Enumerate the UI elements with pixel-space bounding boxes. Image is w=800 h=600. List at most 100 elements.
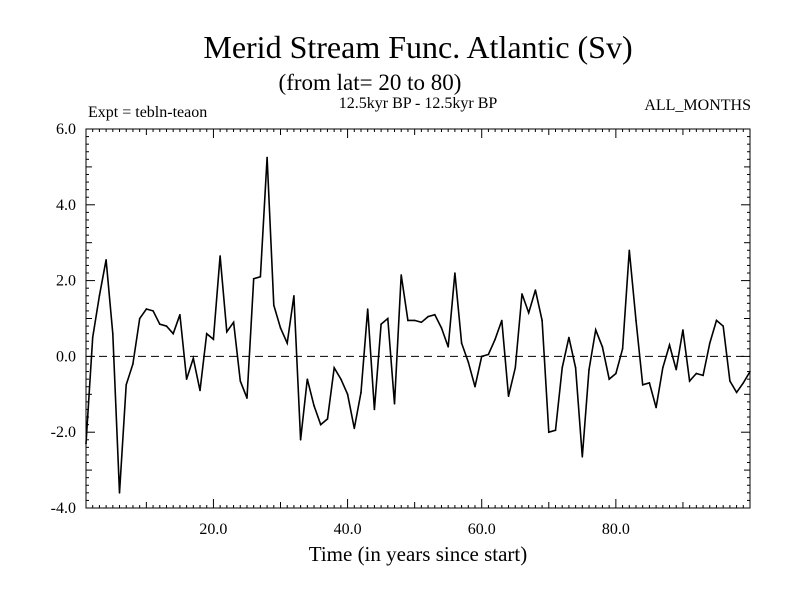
chart-title: Merid Stream Func. Atlantic (Sv) xyxy=(203,29,632,65)
data-point xyxy=(91,336,94,339)
data-point xyxy=(393,402,396,405)
x-tick-label: 40.0 xyxy=(334,521,362,538)
data-point xyxy=(514,366,517,369)
data-point xyxy=(507,395,510,397)
series-points xyxy=(85,156,751,494)
data-point xyxy=(138,317,141,320)
data-point xyxy=(487,353,490,356)
data-point xyxy=(366,308,369,310)
data-point xyxy=(708,342,711,344)
y-tick-label: 2.0 xyxy=(56,273,76,290)
data-point xyxy=(185,378,188,380)
y-axis: -4.0 -2.0 0.0 2.0 4.0 6.0 xyxy=(51,121,750,517)
data-point xyxy=(427,315,429,318)
data-point xyxy=(742,382,745,384)
plot-frame xyxy=(85,128,751,509)
data-point xyxy=(527,312,530,314)
y-tick-label: -4.0 xyxy=(51,500,76,517)
data-point xyxy=(118,492,121,494)
data-point xyxy=(735,391,738,394)
data-point xyxy=(400,274,403,276)
data-point xyxy=(729,380,731,382)
data-point xyxy=(346,393,349,396)
data-point xyxy=(380,323,382,325)
data-point xyxy=(266,156,268,159)
data-point xyxy=(112,332,114,335)
data-point xyxy=(541,319,543,322)
data-point xyxy=(132,363,134,365)
data-point xyxy=(232,321,235,324)
data-point xyxy=(85,442,87,445)
data-point xyxy=(373,408,376,411)
data-point xyxy=(494,338,496,341)
data-point xyxy=(722,325,724,327)
period-label: 12.5kyr BP - 12.5kyr BP xyxy=(339,95,498,112)
y-tick-label: 4.0 xyxy=(56,197,76,214)
data-point xyxy=(648,382,651,384)
data-point xyxy=(715,319,718,322)
data-point xyxy=(440,327,443,329)
data-point xyxy=(319,423,322,426)
data-point xyxy=(467,361,470,363)
data-point xyxy=(165,325,168,327)
x-axis-label: Time (in years since start) xyxy=(309,542,528,566)
data-point xyxy=(688,380,691,382)
x-tick-label: 20.0 xyxy=(199,521,227,538)
data-point xyxy=(641,384,644,386)
data-point xyxy=(668,344,671,346)
data-point xyxy=(226,330,228,333)
data-point xyxy=(313,404,315,407)
data-point xyxy=(601,346,604,348)
data-point xyxy=(480,355,483,358)
data-point xyxy=(306,378,309,380)
data-point xyxy=(474,385,476,388)
data-point xyxy=(179,313,181,316)
data-point xyxy=(252,277,255,280)
data-point xyxy=(192,357,195,360)
data-point xyxy=(145,308,148,310)
data-point xyxy=(199,389,201,392)
data-point xyxy=(259,276,262,278)
data-point xyxy=(239,380,242,382)
data-point xyxy=(655,406,657,409)
data-point xyxy=(635,319,637,322)
data-point xyxy=(568,336,570,339)
data-point xyxy=(621,348,624,350)
data-point xyxy=(420,321,423,324)
data-point xyxy=(413,319,416,322)
data-point xyxy=(460,342,463,344)
data-point xyxy=(554,429,557,432)
data-point xyxy=(588,368,590,371)
data-point xyxy=(212,338,215,341)
x-tick-label: 80.0 xyxy=(602,521,630,538)
data-point xyxy=(172,332,174,335)
data-point xyxy=(534,289,537,291)
data-point xyxy=(326,418,329,420)
data-point xyxy=(521,293,523,295)
data-point xyxy=(501,319,503,322)
months-label: ALL_MONTHS xyxy=(644,97,751,114)
data-point xyxy=(695,372,698,375)
data-point xyxy=(246,397,248,399)
data-point xyxy=(581,456,584,458)
data-point xyxy=(447,346,449,348)
data-point xyxy=(105,258,107,261)
data-point xyxy=(702,374,704,377)
x-tick-label: 60.0 xyxy=(468,521,496,538)
data-point xyxy=(561,366,564,369)
y-tick-label: -2.0 xyxy=(51,424,76,441)
data-point xyxy=(152,310,154,312)
y-tick-label: 6.0 xyxy=(56,121,76,138)
data-point xyxy=(407,319,409,322)
data-point xyxy=(433,313,436,316)
data-point xyxy=(682,329,684,331)
data-point xyxy=(353,427,356,430)
x-axis: 20.0 40.0 60.0 80.0 xyxy=(85,129,751,538)
data-point xyxy=(615,372,617,375)
data-point xyxy=(272,304,275,307)
data-point xyxy=(299,438,302,441)
data-point xyxy=(608,378,610,380)
data-point xyxy=(98,294,101,297)
data-point xyxy=(158,323,161,325)
